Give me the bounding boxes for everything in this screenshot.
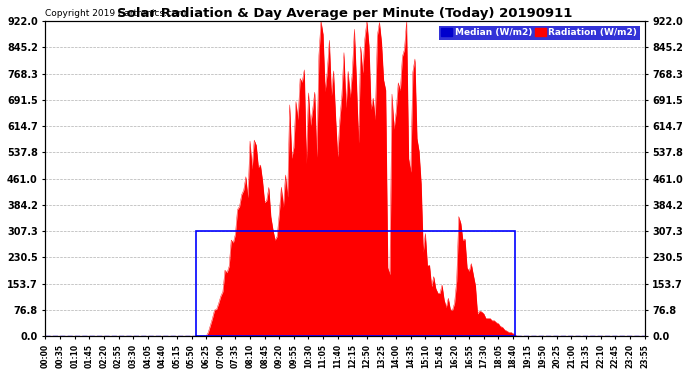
Bar — [196, 231, 515, 336]
Legend: Median (W/m2), Radiation (W/m2): Median (W/m2), Radiation (W/m2) — [439, 26, 640, 40]
Title: Solar Radiation & Day Average per Minute (Today) 20190911: Solar Radiation & Day Average per Minute… — [117, 7, 573, 20]
Text: Copyright 2019 Cartronics.com: Copyright 2019 Cartronics.com — [46, 9, 187, 18]
